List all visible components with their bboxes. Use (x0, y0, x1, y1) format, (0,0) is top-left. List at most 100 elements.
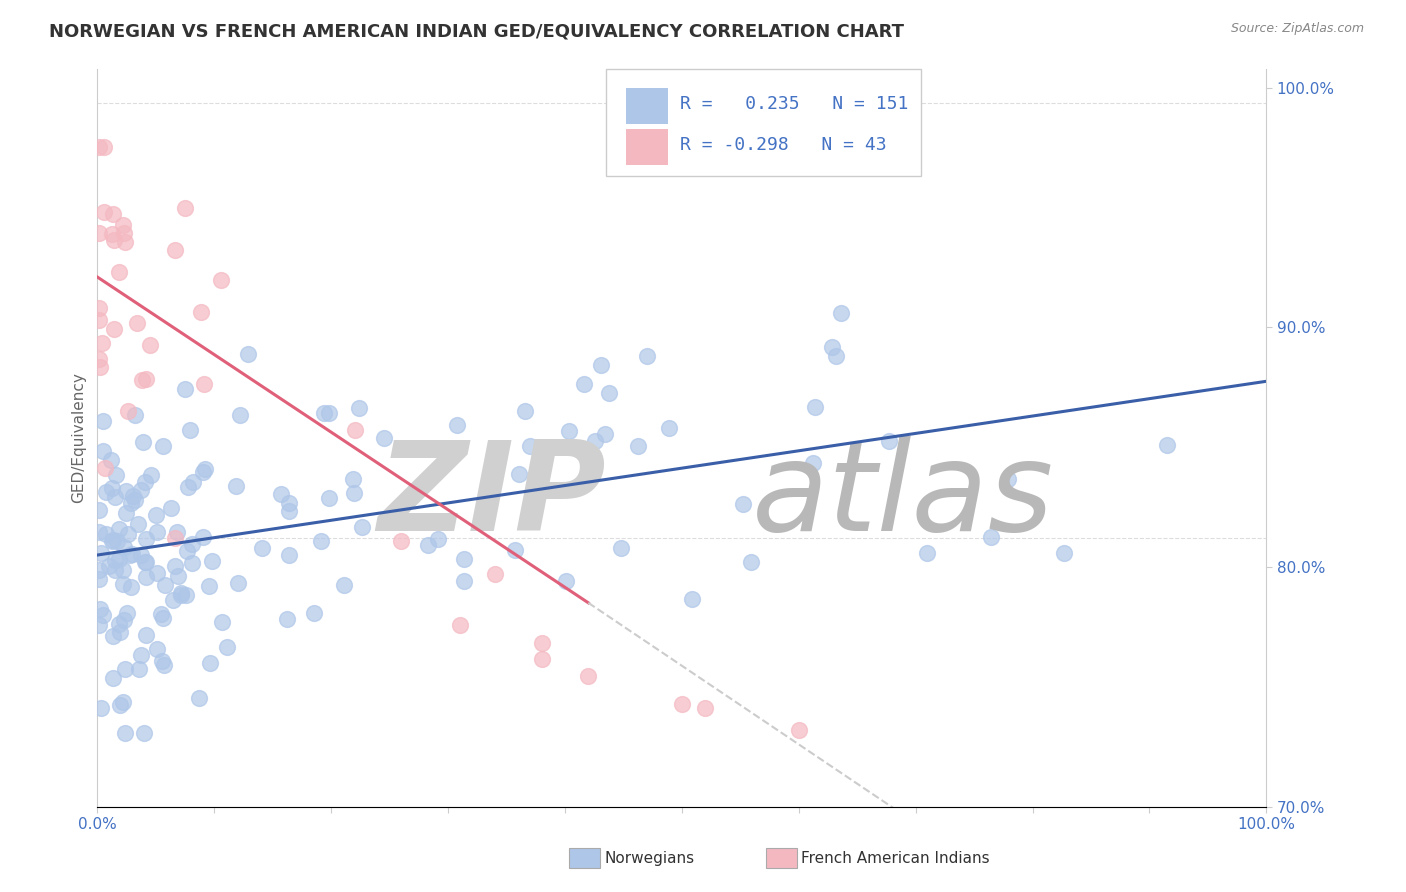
Point (132, 726, 155, 740)
Point (558, 424, 581, 438)
Point (179, 423, 201, 437)
Point (163, 244, 186, 258)
Point (104, 563, 127, 577)
Point (226, 575, 249, 590)
Point (112, 226, 135, 240)
Point (427, 532, 450, 546)
Point (120, 496, 142, 510)
Point (215, 640, 238, 654)
Point (304, 606, 326, 620)
Point (114, 483, 136, 498)
Point (101, 671, 124, 685)
Point (91, 414, 114, 428)
Point (576, 669, 599, 683)
Point (731, 497, 754, 511)
Point (101, 534, 124, 549)
FancyBboxPatch shape (606, 69, 921, 176)
Point (787, 723, 810, 738)
Point (162, 593, 184, 607)
Point (118, 548, 141, 562)
Point (89, 360, 111, 375)
Point (278, 548, 301, 562)
Point (108, 617, 131, 632)
Point (129, 548, 152, 562)
Y-axis label: GED/Equivalency: GED/Equivalency (72, 372, 86, 503)
Point (333, 578, 356, 592)
Point (108, 552, 131, 566)
Text: ZIP: ZIP (377, 436, 606, 558)
Point (100, 453, 122, 467)
Point (801, 456, 824, 470)
Point (530, 636, 553, 650)
Point (115, 506, 138, 520)
Point (176, 544, 198, 558)
Point (100, 481, 122, 495)
Point (180, 537, 202, 551)
Point (112, 219, 135, 233)
Point (572, 376, 595, 391)
Point (250, 541, 273, 556)
Point (610, 541, 633, 555)
Point (104, 552, 127, 566)
Point (593, 427, 616, 442)
Point (114, 235, 136, 249)
Point (87, 352, 110, 367)
Point (278, 504, 301, 518)
Point (101, 207, 124, 221)
Point (135, 570, 157, 584)
Point (554, 574, 576, 588)
Point (449, 617, 471, 632)
Point (695, 701, 717, 715)
Point (830, 306, 852, 320)
Point (87, 503, 110, 517)
Point (166, 569, 188, 583)
Point (276, 612, 298, 626)
Point (636, 349, 658, 363)
Point (89, 572, 111, 586)
Point (163, 558, 186, 573)
Point (89, 525, 111, 540)
Point (107, 522, 129, 536)
Point (153, 578, 176, 592)
Point (135, 628, 157, 642)
Point (671, 698, 693, 712)
Point (170, 586, 193, 600)
Point (166, 525, 188, 540)
Point (236, 347, 259, 361)
Point (181, 475, 204, 489)
Point (174, 589, 197, 603)
Point (90, 335, 112, 350)
Text: R =   0.235   N = 151: R = 0.235 N = 151 (679, 95, 908, 113)
Point (152, 610, 174, 624)
Point (90, 546, 112, 560)
Point (804, 400, 827, 414)
Point (90, 701, 112, 715)
Point (191, 530, 214, 544)
Point (198, 578, 221, 592)
Point (91, 443, 114, 458)
Point (352, 520, 374, 534)
Point (145, 508, 167, 522)
Point (141, 467, 163, 482)
Point (145, 524, 167, 539)
Point (980, 530, 1002, 544)
Point (513, 404, 536, 418)
Point (598, 385, 620, 400)
Point (519, 440, 541, 454)
Point (103, 490, 125, 504)
Point (87, 312, 110, 326)
Point (821, 340, 844, 354)
Point (508, 467, 530, 481)
Point (658, 421, 681, 435)
Point (139, 337, 162, 351)
Point (101, 629, 124, 643)
Point (125, 316, 148, 330)
Point (963, 822, 986, 836)
Point (103, 233, 125, 247)
Point (163, 531, 186, 545)
Point (120, 581, 142, 595)
Point (131, 648, 153, 663)
Text: NORWEGIAN VS FRENCH AMERICAN INDIAN GED/EQUIVALENCY CORRELATION CHART: NORWEGIAN VS FRENCH AMERICAN INDIAN GED/… (49, 22, 904, 40)
Point (94, 527, 117, 541)
Point (112, 540, 135, 554)
